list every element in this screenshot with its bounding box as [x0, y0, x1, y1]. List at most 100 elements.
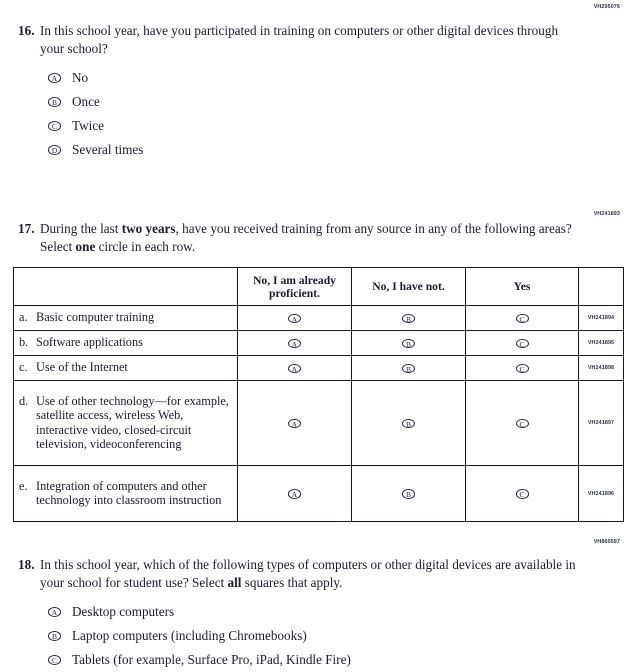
row-b-letter: b. — [19, 335, 29, 350]
q17-bold-two-years: two years — [121, 221, 176, 236]
row-b-bubble-havenot[interactable]: B — [351, 330, 466, 356]
variable-code-q16: VH295076 — [593, 4, 620, 10]
option-a[interactable]: A No — [48, 66, 576, 90]
bubble-b-icon[interactable]: B — [402, 313, 415, 324]
bubble-a-icon[interactable]: A — [288, 338, 301, 349]
bubble-b-icon[interactable]: B — [402, 363, 415, 374]
table-row: b. Software applications A B C VH241895 — [13, 330, 624, 356]
row-a-bubble-havenot[interactable]: B — [351, 305, 466, 331]
table-row: d. Use of other technology—for example, … — [13, 380, 624, 466]
row-e-bubble-yes[interactable]: C — [465, 465, 579, 522]
table-header-row: No, I am already proficient. No, I have … — [13, 267, 624, 306]
bubble-c-icon[interactable]: C — [515, 489, 529, 499]
option-b-label: Once — [72, 94, 100, 109]
question-18-options: A Desktop computers B Laptop computers (… — [48, 600, 576, 672]
option-a-label: Desktop computers — [72, 604, 175, 619]
header-item-column — [13, 267, 238, 306]
row-e-item: e. Integration of computers and other te… — [13, 465, 238, 522]
header-yes: Yes — [465, 267, 579, 306]
bubble-a-icon[interactable]: A — [288, 363, 301, 374]
question-16-text: In this school year, have you participat… — [40, 23, 559, 56]
row-c-code: VH241898 — [578, 355, 624, 381]
row-c-letter: c. — [19, 360, 28, 375]
option-b[interactable]: B Once — [48, 90, 576, 114]
row-e-text: Integration of computers and other techn… — [36, 478, 222, 507]
q18-bold-all: all — [227, 574, 242, 590]
question-16-options: A No B Once C Twice D Several times — [48, 66, 576, 162]
option-b-label: Laptop computers (including Chromebooks) — [72, 628, 307, 643]
row-d-bubble-proficient[interactable]: A — [237, 380, 352, 466]
q17-bold-one: one — [75, 238, 96, 254]
variable-code-q17: VH241893 — [593, 211, 620, 217]
question-18-number: 18. — [18, 557, 35, 572]
row-e-bubble-havenot[interactable]: B — [351, 465, 466, 522]
bubble-a-icon[interactable]: A — [288, 313, 301, 324]
bubble-a-icon[interactable]: A — [288, 489, 301, 499]
row-c-bubble-havenot[interactable]: B — [351, 355, 466, 381]
q17-text-middle: , have you received training from any so… — [40, 221, 572, 254]
option-a[interactable]: A Desktop computers — [48, 600, 576, 624]
table-row: c. Use of the Internet A B C VH241898 — [13, 355, 624, 381]
question-18: 18. In this school year, which of the fo… — [16, 556, 576, 672]
option-c[interactable]: C Tablets (for example, Surface Pro, iPa… — [48, 648, 576, 672]
question-16-stem: 16. In this school year, have you partic… — [16, 22, 576, 57]
row-b-bubble-yes[interactable]: C — [465, 330, 579, 356]
variable-code-q18: VH860597 — [593, 539, 620, 545]
bubble-c-icon[interactable]: C — [515, 313, 529, 324]
row-a-code: VH241894 — [578, 305, 624, 331]
q17-text-before: During the last — [40, 221, 122, 236]
bubble-b-icon[interactable]: B — [402, 338, 415, 349]
bubble-a-icon[interactable]: A — [48, 73, 61, 83]
row-a-bubble-proficient[interactable]: A — [237, 305, 352, 331]
bubble-c-icon[interactable]: C — [515, 418, 529, 429]
bubble-c-icon[interactable]: C — [515, 338, 529, 349]
question-17-number: 17. — [18, 221, 35, 236]
row-d-bubble-yes[interactable]: C — [465, 380, 579, 466]
row-b-item: b. Software applications — [13, 330, 238, 356]
row-d-item: d. Use of other technology—for example, … — [13, 380, 238, 466]
question-16: 16. In this school year, have you partic… — [16, 22, 576, 162]
bubble-b-icon[interactable]: B — [402, 489, 415, 499]
bubble-b-icon[interactable]: B — [48, 631, 61, 641]
row-e-bubble-proficient[interactable]: A — [237, 465, 352, 522]
table-row: a. Basic computer training A B C VH24189… — [13, 305, 624, 331]
question-18-stem: 18. In this school year, which of the fo… — [16, 556, 576, 591]
row-d-bubble-havenot[interactable]: B — [351, 380, 466, 466]
header-already-proficient: No, I am already proficient. — [237, 267, 352, 306]
row-d-code: VH241897 — [578, 380, 624, 466]
question-16-number: 16. — [18, 23, 35, 38]
bubble-c-icon[interactable]: C — [48, 655, 61, 665]
row-a-letter: a. — [19, 310, 28, 325]
row-c-item: c. Use of the Internet — [13, 355, 238, 381]
bubble-b-icon[interactable]: B — [402, 418, 415, 429]
header-code-column — [578, 267, 624, 306]
row-c-bubble-yes[interactable]: C — [465, 355, 579, 381]
row-c-text: Use of the Internet — [36, 360, 128, 375]
option-c[interactable]: C Twice — [48, 114, 576, 138]
bubble-c-icon[interactable]: C — [48, 121, 61, 131]
option-d[interactable]: D Several times — [48, 138, 576, 162]
bubble-c-icon[interactable]: C — [515, 363, 529, 374]
option-a-label: No — [72, 70, 89, 85]
row-b-bubble-proficient[interactable]: A — [237, 330, 352, 356]
row-d-text: Use of other technology—for example, sat… — [36, 394, 229, 451]
bubble-a-icon[interactable]: A — [288, 418, 301, 429]
table-row: e. Integration of computers and other te… — [13, 465, 624, 522]
question-17-stem: 17. During the last two years, have you … — [16, 220, 576, 255]
bubble-d-icon[interactable]: D — [48, 145, 61, 155]
option-d-label: Several times — [72, 142, 144, 157]
bubble-b-icon[interactable]: B — [48, 97, 61, 107]
q18-text-after: squares that apply. — [241, 574, 343, 590]
header-have-not: No, I have not. — [351, 267, 466, 306]
row-a-text: Basic computer training — [36, 310, 155, 325]
question-17-text: During the last two years, have you rece… — [40, 220, 576, 255]
row-a-bubble-yes[interactable]: C — [465, 305, 579, 331]
question-17-matrix-table: No, I am already proficient. No, I have … — [13, 267, 624, 522]
row-d-letter: d. — [19, 394, 29, 409]
question-18-text: In this school year, which of the follow… — [40, 556, 576, 591]
q17-text-after: circle in each row. — [95, 238, 196, 254]
option-b[interactable]: B Laptop computers (including Chromebook… — [48, 624, 576, 648]
bubble-a-icon[interactable]: A — [48, 607, 61, 617]
row-c-bubble-proficient[interactable]: A — [237, 355, 352, 381]
